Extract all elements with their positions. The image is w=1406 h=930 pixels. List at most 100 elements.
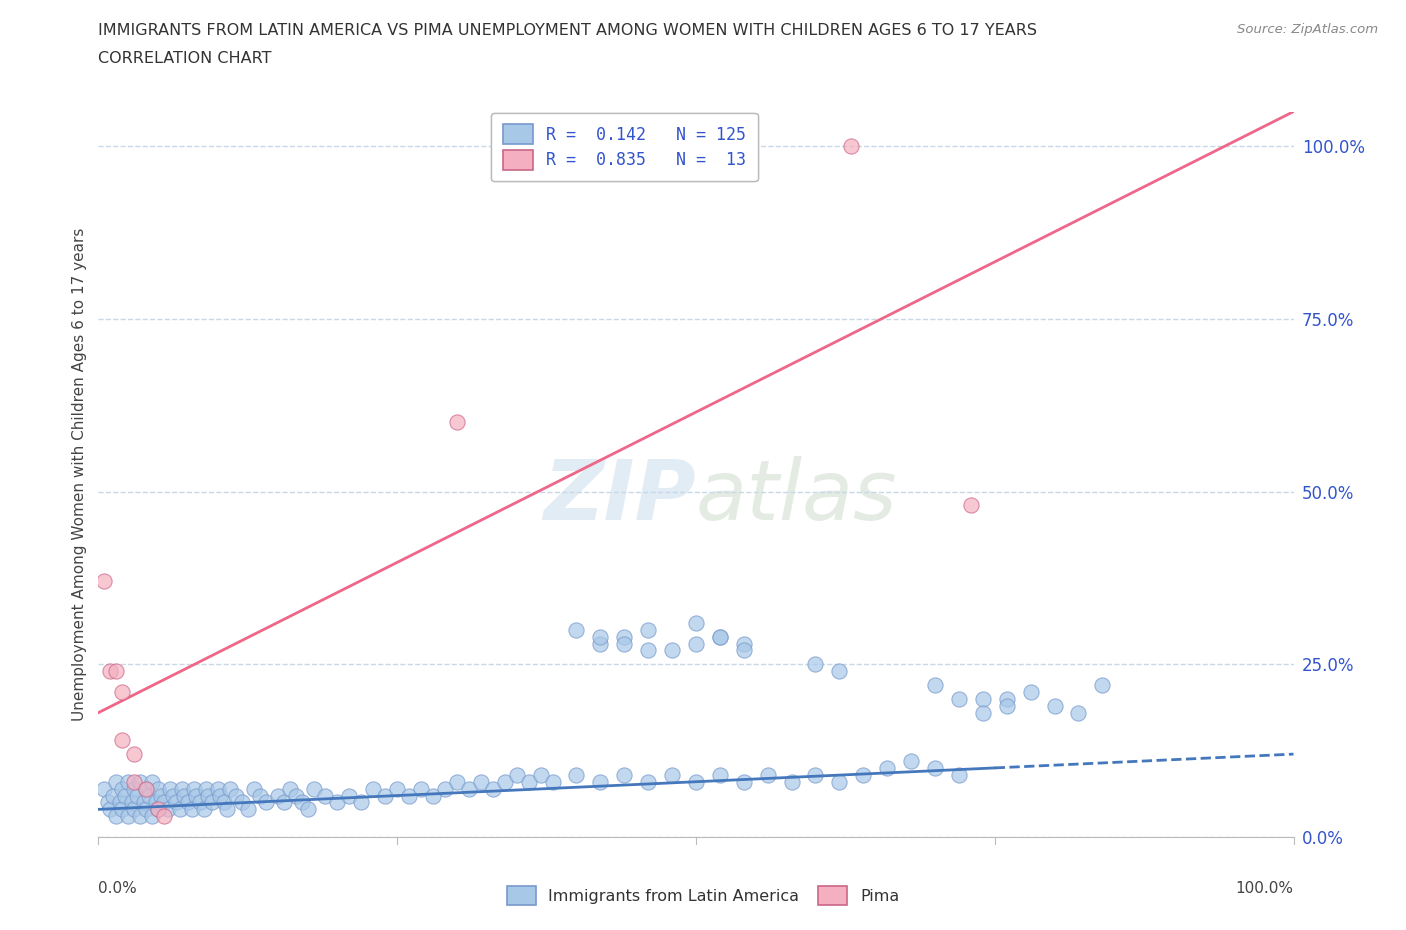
Point xyxy=(101,788,124,803)
Point xyxy=(273,795,295,810)
Point xyxy=(756,767,779,782)
Point xyxy=(173,788,195,803)
Point xyxy=(108,795,131,810)
Point xyxy=(458,781,481,796)
Point xyxy=(828,775,851,790)
Point xyxy=(180,802,202,817)
Point xyxy=(1067,705,1090,720)
Text: 0.0%: 0.0% xyxy=(98,881,138,896)
Legend: R =  0.142   N = 125, R =  0.835   N =  13: R = 0.142 N = 125, R = 0.835 N = 13 xyxy=(491,113,758,181)
Point xyxy=(209,788,232,803)
Point xyxy=(385,781,409,796)
Point xyxy=(506,767,529,782)
Point xyxy=(156,802,179,817)
Point xyxy=(733,636,755,651)
Point xyxy=(98,802,122,817)
Point xyxy=(121,795,143,810)
Point xyxy=(326,795,349,810)
Point xyxy=(236,802,259,817)
Point xyxy=(685,775,707,790)
Point xyxy=(733,775,755,790)
Point xyxy=(201,795,224,810)
Point xyxy=(828,664,851,679)
Point xyxy=(924,761,946,776)
Point xyxy=(613,636,636,651)
Point xyxy=(530,767,553,782)
Point xyxy=(111,781,134,796)
Point xyxy=(948,767,970,782)
Point xyxy=(924,678,946,693)
Point xyxy=(995,691,1018,706)
Point xyxy=(153,795,176,810)
Point xyxy=(589,630,612,644)
Point xyxy=(284,788,307,803)
Point xyxy=(186,788,208,803)
Point xyxy=(350,795,373,810)
Text: 100.0%: 100.0% xyxy=(1236,881,1294,896)
Point xyxy=(105,775,128,790)
Point xyxy=(159,781,181,796)
Point xyxy=(125,788,148,803)
Point xyxy=(589,775,612,790)
Point xyxy=(249,788,271,803)
Point xyxy=(207,781,229,796)
Point xyxy=(111,802,134,817)
Point xyxy=(117,809,139,824)
Point xyxy=(135,781,157,796)
Point xyxy=(470,775,492,790)
Point xyxy=(709,767,731,782)
Point xyxy=(135,781,157,796)
Point xyxy=(217,802,239,817)
Point xyxy=(374,788,396,803)
Legend: Immigrants from Latin America, Pima: Immigrants from Latin America, Pima xyxy=(499,878,907,912)
Point xyxy=(804,767,827,782)
Point xyxy=(124,802,146,817)
Point xyxy=(661,643,683,658)
Point xyxy=(195,781,218,796)
Point xyxy=(111,733,134,748)
Text: atlas: atlas xyxy=(696,456,897,537)
Point xyxy=(129,775,152,790)
Point xyxy=(141,775,163,790)
Y-axis label: Unemployment Among Women with Children Ages 6 to 17 years: Unemployment Among Women with Children A… xyxy=(72,228,87,721)
Point xyxy=(780,775,803,790)
Point xyxy=(97,795,120,810)
Point xyxy=(434,781,457,796)
Text: CORRELATION CHART: CORRELATION CHART xyxy=(98,51,271,66)
Point xyxy=(589,636,612,651)
Point xyxy=(145,795,167,810)
Point xyxy=(124,747,146,762)
Point xyxy=(124,781,146,796)
Point xyxy=(565,622,588,637)
Point xyxy=(494,775,516,790)
Point xyxy=(637,775,659,790)
Point xyxy=(960,498,983,512)
Point xyxy=(124,775,146,790)
Text: IMMIGRANTS FROM LATIN AMERICA VS PIMA UNEMPLOYMENT AMONG WOMEN WITH CHILDREN AGE: IMMIGRANTS FROM LATIN AMERICA VS PIMA UN… xyxy=(98,23,1038,38)
Point xyxy=(315,788,337,803)
Point xyxy=(297,802,319,817)
Point xyxy=(148,802,170,817)
Point xyxy=(188,795,211,810)
Point xyxy=(141,809,163,824)
Point xyxy=(446,415,468,430)
Point xyxy=(637,622,659,637)
Point xyxy=(565,767,588,782)
Point xyxy=(900,753,922,768)
Point xyxy=(243,781,266,796)
Point xyxy=(733,643,755,658)
Point xyxy=(165,795,187,810)
Point xyxy=(197,788,219,803)
Point xyxy=(302,781,325,796)
Point xyxy=(148,781,170,796)
Point xyxy=(613,767,636,782)
Point xyxy=(363,781,385,796)
Point xyxy=(1019,684,1042,699)
Point xyxy=(114,788,136,803)
Point xyxy=(995,698,1018,713)
Point xyxy=(105,664,128,679)
Point xyxy=(169,802,191,817)
Point xyxy=(172,781,194,796)
Point xyxy=(541,775,564,790)
Point xyxy=(661,767,683,782)
